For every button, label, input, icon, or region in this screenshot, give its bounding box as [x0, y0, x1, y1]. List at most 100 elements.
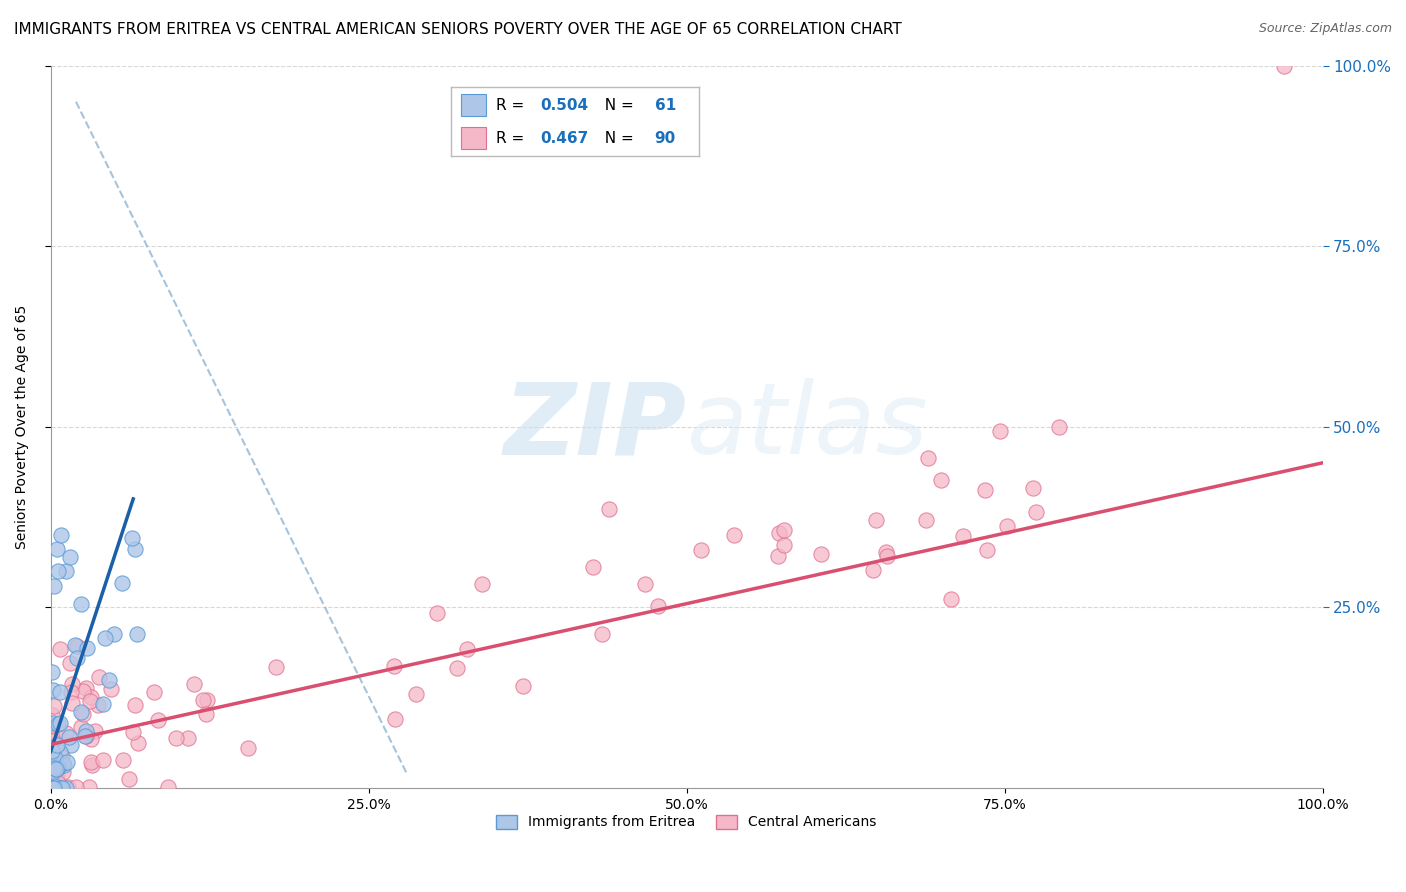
Point — [89, 670, 111, 684]
Point — [689, 542, 711, 557]
Point — [79, 694, 101, 708]
Text: Source: ZipAtlas.com: Source: ZipAtlas.com — [1258, 22, 1392, 36]
Point — [976, 542, 998, 557]
Point — [41, 707, 63, 722]
Point — [42, 716, 65, 731]
Point — [58, 656, 80, 670]
Point — [634, 577, 657, 591]
Point — [80, 757, 103, 772]
Point — [773, 538, 796, 552]
Point — [100, 682, 122, 697]
Point — [264, 660, 287, 674]
Point — [1025, 505, 1047, 519]
Point — [97, 673, 120, 687]
Point — [46, 776, 69, 790]
Point — [44, 699, 66, 714]
Point — [772, 523, 794, 537]
Point — [1047, 419, 1070, 434]
Point — [66, 651, 89, 665]
Point — [1022, 481, 1045, 495]
Point — [44, 579, 66, 593]
Point — [44, 751, 66, 765]
Point — [46, 564, 69, 578]
Point — [49, 780, 72, 794]
Point — [52, 756, 75, 770]
Point — [77, 780, 100, 794]
Point — [470, 577, 492, 591]
Point — [52, 764, 75, 779]
Point — [111, 575, 134, 590]
Point — [988, 424, 1011, 438]
Point — [76, 641, 98, 656]
Point — [45, 542, 67, 557]
Point — [87, 698, 110, 712]
Point — [72, 684, 94, 698]
Point — [75, 681, 97, 696]
Point — [72, 707, 94, 722]
Point — [41, 665, 63, 680]
Point — [84, 724, 107, 739]
Point — [143, 684, 166, 698]
Point — [591, 626, 613, 640]
Point — [647, 599, 669, 613]
Point — [156, 780, 179, 794]
Point — [41, 734, 63, 748]
Point — [42, 780, 65, 795]
Point — [91, 753, 114, 767]
Point — [60, 676, 83, 690]
Point — [56, 755, 79, 769]
Point — [1274, 59, 1296, 73]
Point — [49, 528, 72, 542]
Point — [46, 725, 69, 739]
Point — [51, 780, 73, 795]
Point — [60, 696, 83, 710]
Point — [41, 763, 63, 777]
Text: IMMIGRANTS FROM ERITREA VS CENTRAL AMERICAN SENIORS POVERTY OVER THE AGE OF 65 C: IMMIGRANTS FROM ERITREA VS CENTRAL AMERI… — [14, 22, 901, 37]
Point — [41, 780, 63, 795]
Point — [49, 780, 72, 795]
Point — [121, 531, 143, 545]
Point — [41, 780, 63, 795]
Point — [48, 716, 70, 731]
Point — [165, 731, 187, 746]
Point — [41, 683, 63, 698]
Point — [875, 545, 897, 559]
Point — [41, 756, 63, 770]
Point — [52, 758, 75, 772]
Point — [41, 780, 63, 795]
Point — [51, 749, 73, 764]
Point — [51, 756, 73, 770]
Point — [124, 542, 146, 557]
Point — [42, 779, 65, 793]
Point — [41, 780, 63, 795]
Point — [876, 549, 898, 564]
Point — [127, 736, 149, 750]
Point — [426, 607, 449, 621]
Point — [41, 780, 63, 795]
Point — [191, 693, 214, 707]
Legend: Immigrants from Eritrea, Central Americans: Immigrants from Eritrea, Central America… — [491, 809, 883, 835]
Point — [41, 756, 63, 771]
Point — [768, 525, 790, 540]
Text: ZIP: ZIP — [503, 378, 686, 475]
Point — [103, 627, 125, 641]
Point — [65, 780, 87, 794]
Point — [75, 724, 97, 739]
Point — [941, 591, 963, 606]
Point — [70, 705, 93, 719]
Point — [177, 731, 200, 745]
Point — [766, 549, 789, 563]
Point — [952, 528, 974, 542]
Point — [124, 698, 146, 713]
Point — [384, 712, 406, 726]
Point — [236, 740, 259, 755]
Point — [41, 718, 63, 732]
Point — [42, 747, 65, 761]
Point — [915, 513, 938, 527]
Point — [59, 685, 82, 699]
Y-axis label: Seniors Poverty Over the Age of 65: Seniors Poverty Over the Age of 65 — [15, 304, 30, 549]
Point — [80, 756, 103, 770]
Point — [56, 780, 79, 794]
Point — [49, 780, 72, 795]
Point — [44, 780, 66, 794]
